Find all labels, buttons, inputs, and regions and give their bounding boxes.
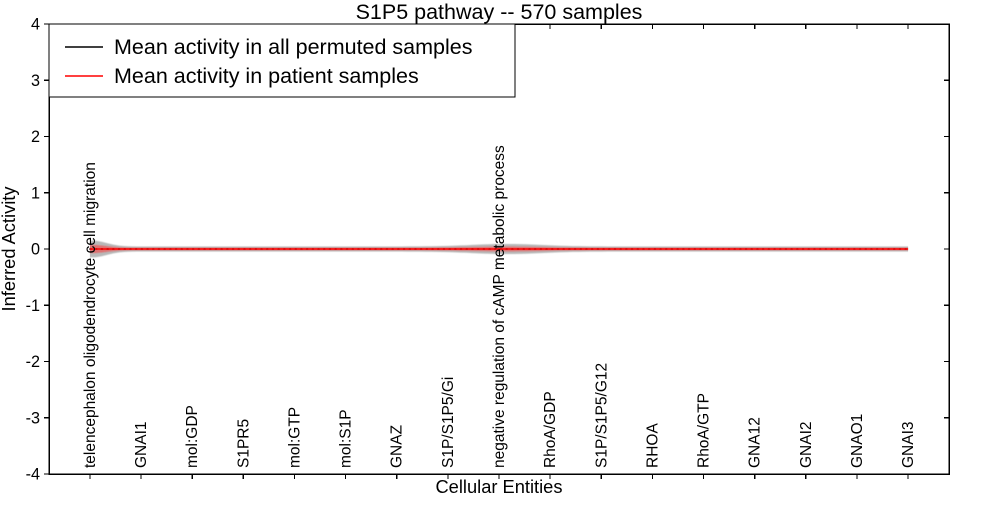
svg-text:GNAZ: GNAZ: [389, 425, 406, 468]
svg-text:-3: -3: [26, 409, 40, 427]
svg-text:mol:GDP: mol:GDP: [184, 405, 201, 468]
svg-text:Mean activity in patient sampl: Mean activity in patient samples: [114, 64, 419, 88]
svg-text:Inferred Activity: Inferred Activity: [0, 186, 19, 312]
svg-text:3: 3: [31, 72, 40, 90]
svg-text:S1P/S1P5/G12: S1P/S1P5/G12: [593, 363, 610, 468]
svg-text:-1: -1: [26, 297, 40, 315]
svg-text:RhoA/GDP: RhoA/GDP: [542, 391, 559, 468]
svg-text:0: 0: [31, 241, 40, 259]
svg-text:GNAI3: GNAI3: [900, 421, 917, 468]
svg-text:S1PR5: S1PR5: [235, 419, 252, 468]
svg-text:Cellular Entities: Cellular Entities: [435, 476, 562, 497]
svg-text:RHOA: RHOA: [644, 423, 661, 468]
svg-text:1: 1: [31, 184, 40, 202]
svg-text:-2: -2: [26, 353, 40, 371]
svg-text:S1P/S1P5/Gi: S1P/S1P5/Gi: [440, 377, 457, 468]
svg-text:RhoA/GTP: RhoA/GTP: [696, 393, 713, 468]
svg-text:mol:GTP: mol:GTP: [286, 407, 303, 468]
svg-text:GNAO1: GNAO1: [849, 414, 866, 468]
svg-text:mol:S1P: mol:S1P: [338, 409, 355, 468]
svg-text:GNAI2: GNAI2: [798, 421, 815, 468]
svg-text:2: 2: [31, 128, 40, 146]
svg-text:telencephalon oligodendrocyte: telencephalon oligodendrocyte cell migra…: [82, 162, 99, 468]
svg-text:-4: -4: [26, 466, 40, 484]
svg-text:GNAI1: GNAI1: [133, 421, 150, 468]
svg-text:S1P5 pathway -- 570 samples: S1P5 pathway -- 570 samples: [356, 0, 643, 24]
svg-text:4: 4: [31, 16, 40, 34]
svg-text:Mean activity in all permuted: Mean activity in all permuted samples: [114, 35, 473, 59]
svg-text:negative regulation of cAMP me: negative regulation of cAMP metabolic pr…: [491, 145, 508, 468]
svg-text:GNA12: GNA12: [747, 417, 764, 468]
